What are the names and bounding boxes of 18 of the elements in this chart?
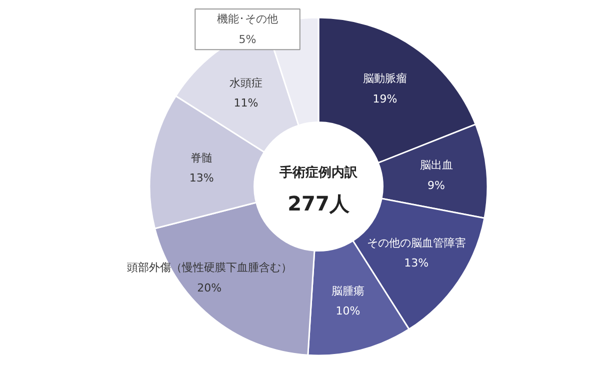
slice-label: 脳出血 [420, 158, 453, 172]
data-label: 10% [336, 304, 360, 318]
slice-label: その他の脳血管障害 [366, 236, 466, 250]
slice-label: 水頭症 [229, 76, 262, 90]
data-label: 20% [197, 281, 222, 294]
data-label: 5% [238, 32, 256, 46]
text: 手術症例内訳 [278, 164, 358, 180]
data-label: 19% [372, 92, 398, 106]
data-label: 13% [189, 172, 214, 185]
data-label: 13% [404, 256, 429, 270]
slice-label: 機能･その他 [217, 12, 278, 26]
slice-label: 脳動脈瘤 [362, 72, 407, 86]
text: 277人 [288, 191, 350, 216]
data-label: 11% [234, 96, 258, 110]
data-label: 9% [428, 179, 446, 192]
slice-label: 頭部外傷（慢性硬膜下血腫含む） [126, 261, 292, 274]
slice-label: 脊髄 [190, 151, 213, 164]
slice-label: 脳腫瘍 [331, 284, 364, 298]
